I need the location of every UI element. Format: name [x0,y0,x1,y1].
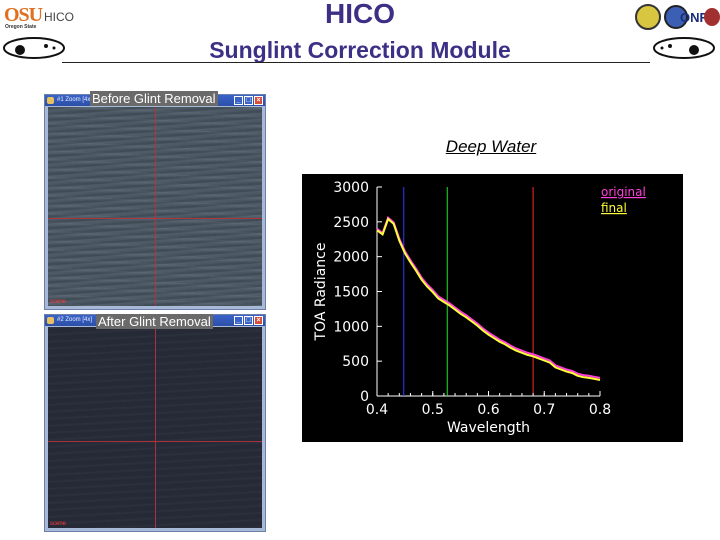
window-app-icon [47,97,54,104]
series-line-final [376,217,601,381]
page-subtitle: Sunglint Correction Module [209,37,511,63]
page-title: HICO [325,0,395,29]
y-axis-label: TOA Radiance [313,243,329,342]
y-tick-label: 500 [342,354,369,370]
window-title: #1 Zoom [4x] [57,97,93,103]
orbit-left-icon [3,37,65,59]
before-glint-window[interactable]: #1 Zoom [4x] _ □ × scene [44,94,266,310]
x-tick-label: 0.6 [477,402,499,418]
university-seal-icon [635,4,661,30]
close-button[interactable]: × [254,316,263,325]
maximize-button[interactable]: □ [244,316,253,325]
image-viewport-before[interactable]: scene [48,107,262,306]
onr-logo-text: ONR [680,10,709,25]
x-tick-label: 0.8 [589,402,611,418]
agency-seal-icon [704,8,720,26]
after-glint-label: After Glint Removal [96,314,213,329]
close-button[interactable]: × [254,96,263,105]
y-tick-label: 1500 [333,285,369,301]
x-tick-label: 0.4 [366,402,388,418]
image-viewport-after[interactable]: scene [48,327,262,528]
orbit-right-icon [653,37,715,59]
y-tick-label: 0 [360,389,369,405]
x-axis-label: Wavelength [447,420,530,436]
maximize-button[interactable]: □ [244,96,253,105]
window-title: #2 Zoom [4x] [57,317,93,323]
scene-tag: scene [50,299,67,305]
radiance-chart: 0 500 1000 1500 2000 2500 3000 0.4 0.5 0.6 0.7 0.8 W… [302,174,683,442]
y-tick-label: 3000 [333,180,369,196]
y-tick-label: 1000 [333,319,369,335]
chart-background [302,174,683,442]
scene-tag: scene [50,521,67,527]
x-tick-label: 0.7 [533,402,555,418]
minimize-button[interactable]: _ [234,316,243,325]
crosshair-vertical [155,107,156,306]
hico-logo-text: HICO [44,10,74,24]
legend-entry-original: original [601,185,646,199]
crosshair-vertical [155,327,156,528]
series-line-original [376,215,601,379]
subtitle-divider [62,62,650,63]
minimize-button[interactable]: _ [234,96,243,105]
y-tick-label: 2500 [333,215,369,231]
navy-seal-icon [664,5,688,29]
y-tick-label: 2000 [333,250,369,266]
legend-entry-final: final [601,201,627,215]
chart-title: Deep Water [445,137,537,156]
window-app-icon [47,317,54,324]
x-tick-label: 0.5 [422,402,444,418]
after-glint-window[interactable]: #2 Zoom [4x] _ □ × scene [44,314,266,532]
osu-logo-mark: OSU [4,4,43,26]
osu-logo-subtext: Oregon State [5,24,37,30]
before-glint-label: Before Glint Removal [90,91,218,106]
